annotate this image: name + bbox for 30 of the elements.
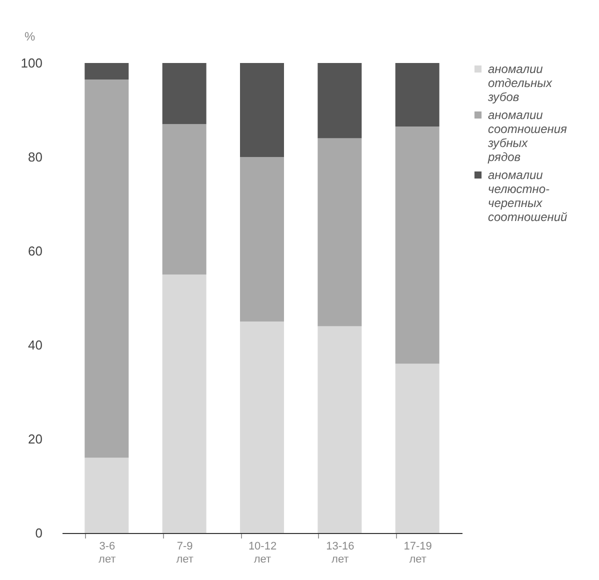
bar [240,157,284,322]
bar [162,124,206,274]
x-tick-label: 7-9 лет [176,540,194,566]
legend-label: аномалии отдельных зубов [487,62,553,104]
x-tick-label: 17-19 лет [404,540,432,566]
bar [318,326,362,533]
bar [240,322,284,533]
bar [395,63,440,126]
x-tick-label: 13-16 лет [326,540,354,566]
bar [84,79,129,458]
legend-label: аномалии соотношения зубных рядов [487,108,568,164]
bar [240,63,284,157]
bar [162,274,206,533]
bar [395,364,440,533]
y-tick-label: 60 [28,244,42,258]
bar [84,458,129,533]
bar [162,63,206,124]
bar [395,126,440,364]
legend-label: аномалии челюстно- черепных соотношений [488,168,568,224]
x-tick-label: 3-6 лет [98,540,116,566]
y-tick-label: 20 [28,432,42,446]
bar [318,138,362,326]
y-axis-title: % [24,30,36,44]
y-tick-label: 80 [28,150,42,164]
bar [318,63,362,138]
y-tick-label: 0 [35,526,42,540]
bar [84,63,129,80]
x-tick-label: 10-12 лет [248,540,277,566]
y-tick-label: 100 [20,56,42,70]
y-tick-label: 40 [28,338,42,352]
